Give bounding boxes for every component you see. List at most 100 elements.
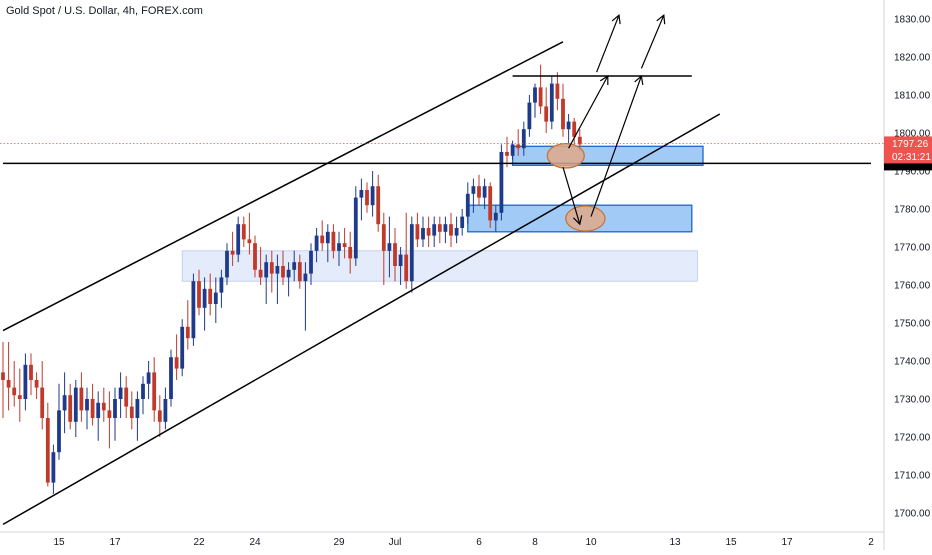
candle bbox=[510, 140, 515, 160]
candle-body bbox=[297, 262, 302, 282]
candle-body bbox=[29, 364, 33, 380]
candle-body bbox=[566, 121, 571, 130]
candle bbox=[45, 402, 50, 487]
candle bbox=[29, 353, 33, 396]
candle-body bbox=[482, 186, 487, 198]
candle bbox=[421, 216, 425, 247]
candle bbox=[381, 212, 386, 285]
candle bbox=[118, 372, 123, 418]
candle bbox=[230, 231, 235, 266]
candle-body bbox=[477, 186, 481, 198]
candle bbox=[303, 262, 308, 331]
candle-body bbox=[538, 87, 543, 107]
candle bbox=[465, 182, 470, 225]
candle bbox=[191, 273, 196, 346]
candle bbox=[370, 171, 375, 217]
candle-body bbox=[421, 228, 425, 240]
candle-body bbox=[432, 224, 437, 236]
candle bbox=[376, 174, 381, 232]
arrow-up-1 bbox=[568, 74, 609, 149]
candle bbox=[101, 387, 106, 422]
candle-body bbox=[1, 372, 5, 380]
candle-body bbox=[415, 224, 420, 240]
candle-body bbox=[157, 410, 162, 422]
candle bbox=[460, 209, 465, 236]
candle-body bbox=[208, 288, 213, 304]
candle bbox=[493, 205, 498, 232]
time-tick-label: 2 bbox=[868, 537, 874, 548]
candle bbox=[253, 235, 257, 278]
candle bbox=[314, 228, 319, 263]
time-tick-label: 24 bbox=[249, 537, 261, 548]
target-circle-upper bbox=[546, 142, 585, 169]
time-tick-label: 17 bbox=[109, 537, 121, 548]
candle bbox=[107, 391, 112, 449]
arrow-shaft bbox=[568, 75, 609, 149]
candle bbox=[348, 231, 353, 274]
candle-body bbox=[370, 186, 375, 206]
candle-body bbox=[118, 387, 123, 399]
candle-body bbox=[359, 190, 364, 198]
candle bbox=[398, 247, 403, 285]
candle-body bbox=[488, 186, 493, 221]
time-tick-label: 29 bbox=[333, 537, 345, 548]
candle-body bbox=[236, 224, 241, 255]
candle bbox=[79, 372, 84, 422]
last-price-countdown: 02:31:21 bbox=[892, 152, 931, 163]
candle-body bbox=[516, 144, 521, 149]
candle bbox=[152, 357, 157, 422]
candle-body bbox=[303, 273, 308, 282]
price-tick-label: 1780.00 bbox=[894, 205, 931, 216]
time-tick-label: 22 bbox=[193, 537, 205, 548]
candle-body bbox=[90, 399, 95, 418]
candle-body bbox=[51, 452, 56, 483]
candle-body bbox=[253, 243, 257, 270]
candle-body bbox=[225, 250, 229, 278]
candle bbox=[213, 277, 218, 323]
candle bbox=[331, 224, 336, 259]
candle-body bbox=[342, 243, 347, 247]
candle bbox=[561, 83, 565, 137]
candle bbox=[68, 383, 73, 430]
candle-body bbox=[365, 190, 369, 206]
candle bbox=[241, 216, 246, 247]
price-tick-label: 1730.00 bbox=[894, 395, 931, 406]
candle-body bbox=[533, 87, 537, 103]
time-tick-label: 15 bbox=[53, 537, 65, 548]
candle-body bbox=[79, 387, 84, 411]
candle bbox=[17, 368, 22, 422]
candle-body bbox=[443, 224, 448, 232]
candle-body bbox=[101, 402, 106, 411]
candle bbox=[264, 254, 269, 304]
last-price-tag bbox=[884, 136, 932, 164]
candle-body bbox=[174, 357, 179, 369]
candle-body bbox=[292, 262, 297, 270]
price-tick-label: 1820.00 bbox=[894, 53, 931, 64]
candle bbox=[527, 95, 532, 137]
candle-body bbox=[45, 418, 50, 483]
candle-body bbox=[314, 235, 319, 251]
candle-body bbox=[309, 250, 313, 274]
candle bbox=[135, 391, 140, 441]
price-axis: 1700.00 1710.00 1720.00 1730.00 1740.00 1750.… bbox=[883, 0, 932, 550]
candle-body bbox=[426, 228, 431, 236]
candle bbox=[34, 372, 39, 399]
time-tick-label: 10 bbox=[585, 537, 597, 548]
candle-body bbox=[387, 243, 392, 251]
candle bbox=[426, 216, 431, 247]
candle bbox=[281, 250, 285, 285]
price-tick-label: 1760.00 bbox=[894, 281, 931, 292]
price-tick-label: 1790.00 bbox=[894, 167, 931, 178]
candle-body bbox=[505, 152, 509, 156]
candle-body bbox=[163, 399, 168, 422]
candle bbox=[415, 212, 420, 247]
candle bbox=[23, 353, 28, 411]
price-tick-label: 1700.00 bbox=[894, 509, 931, 520]
candles-layer bbox=[1, 64, 582, 494]
candle bbox=[325, 224, 330, 263]
candle bbox=[185, 300, 190, 350]
candle bbox=[533, 83, 537, 118]
channel-upper bbox=[2, 41, 564, 332]
